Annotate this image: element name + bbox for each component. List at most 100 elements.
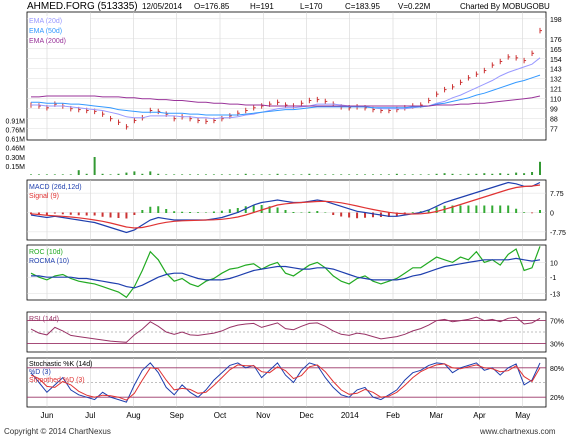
x-tick-label: Nov bbox=[256, 411, 270, 420]
signal-line bbox=[30, 184, 541, 229]
volume-bar bbox=[69, 174, 72, 175]
roc-panel-frame bbox=[26, 244, 547, 301]
y-tick-label: -7.75 bbox=[550, 230, 566, 237]
volume-bar bbox=[515, 172, 518, 175]
volume-bar bbox=[324, 174, 327, 175]
legend-entry: EMA (200d) bbox=[29, 38, 66, 45]
y-tick-label: 0.76M bbox=[6, 127, 26, 134]
volume-bar bbox=[45, 174, 48, 175]
y-tick-label: 165 bbox=[550, 47, 562, 54]
legend-entry: ROCMA (10) bbox=[29, 258, 69, 265]
macd-histogram-bar bbox=[499, 205, 502, 213]
volume-bar bbox=[149, 171, 152, 175]
y-tick-label: 0.30M bbox=[6, 155, 26, 162]
macd-line bbox=[30, 181, 541, 234]
ema-200-line bbox=[31, 95, 541, 107]
y-tick-label: -1 bbox=[550, 275, 556, 282]
volume-bar bbox=[125, 172, 128, 175]
volume-bar bbox=[284, 174, 287, 175]
macd-histogram-bar bbox=[300, 212, 303, 213]
y-tick-label: 143 bbox=[550, 67, 562, 74]
macd-histogram-bar bbox=[411, 212, 414, 213]
brand-label: Charted By MOBUGOBU bbox=[460, 2, 550, 11]
macd-histogram-bar bbox=[451, 205, 454, 213]
url-label: www.chartnexus.com bbox=[479, 427, 556, 436]
header-date: 12/05/2014 bbox=[142, 2, 183, 11]
volume-bar bbox=[467, 173, 470, 175]
macd-histogram-bar bbox=[308, 211, 311, 213]
volume-bar bbox=[157, 173, 160, 175]
x-tick-label: 2014 bbox=[341, 411, 359, 420]
macd-histogram-bar bbox=[427, 209, 430, 213]
volume-bar bbox=[507, 173, 510, 175]
y-tick-label: 7.75 bbox=[550, 191, 564, 198]
volume-bar bbox=[403, 174, 406, 175]
ema-20-line bbox=[31, 57, 541, 120]
ema-50-line bbox=[31, 74, 541, 116]
macd-histogram-bar bbox=[101, 212, 104, 217]
y-tick-label: 154 bbox=[550, 57, 562, 64]
y-tick-label: 0 bbox=[550, 211, 554, 218]
volume-bar bbox=[133, 171, 136, 175]
volume-bar bbox=[531, 172, 534, 175]
x-tick-label: Aug bbox=[126, 411, 140, 420]
volume-bar bbox=[220, 174, 223, 175]
y-tick-label: 99 bbox=[550, 107, 558, 114]
volume-bar bbox=[308, 173, 311, 175]
volume-bar bbox=[364, 174, 367, 175]
legend-entry: Signal (9) bbox=[29, 193, 59, 200]
macd-histogram-bar bbox=[45, 212, 48, 216]
roc-line bbox=[30, 246, 541, 299]
macd-histogram-bar bbox=[276, 207, 279, 213]
volume-bar bbox=[212, 174, 215, 175]
macd-histogram-bar bbox=[228, 209, 231, 213]
legend-entry: EMA (50d) bbox=[29, 28, 62, 35]
macd-histogram-bar bbox=[141, 210, 144, 213]
legend-entry: MACD (26d,12d) bbox=[29, 184, 82, 191]
macd-histogram-bar bbox=[292, 212, 295, 213]
volume-bar bbox=[332, 174, 335, 175]
volume-bar bbox=[61, 174, 64, 175]
legend-background bbox=[28, 16, 90, 25]
volume-bar bbox=[475, 173, 478, 175]
legend-entry: %D (3) bbox=[29, 369, 51, 376]
y-tick-label: 110 bbox=[550, 97, 561, 104]
legend-entry: RSI (14d) bbox=[29, 316, 59, 323]
macd-histogram-bar bbox=[531, 212, 534, 214]
x-tick-label: Dec bbox=[299, 411, 313, 420]
macd-histogram-bar bbox=[236, 208, 239, 213]
rocma-line bbox=[31, 257, 541, 289]
macd-histogram-bar bbox=[93, 212, 96, 216]
macd-histogram-bar bbox=[475, 205, 478, 213]
macd-panel-frame bbox=[26, 179, 547, 241]
y-tick-label: 70% bbox=[550, 319, 564, 326]
x-tick-label: Apr bbox=[473, 411, 486, 420]
symbol-title: AHMED.FORG (513335) bbox=[27, 1, 138, 12]
header-close: C=183.95 bbox=[345, 2, 380, 11]
volume-bar bbox=[30, 174, 32, 175]
volume-bar bbox=[316, 174, 319, 175]
x-tick-label: May bbox=[515, 411, 530, 420]
volume-bar bbox=[419, 174, 422, 175]
volume-bar bbox=[228, 174, 231, 175]
x-tick-label: Feb bbox=[386, 411, 400, 420]
macd-histogram-bar bbox=[268, 206, 271, 213]
macd-histogram-bar bbox=[340, 212, 343, 217]
volume-bar bbox=[260, 174, 263, 175]
macd-histogram-bar bbox=[316, 211, 319, 213]
macd-histogram-bar bbox=[204, 212, 207, 213]
y-tick-label: 0.46M bbox=[6, 145, 26, 152]
macd-histogram-bar bbox=[371, 212, 374, 218]
volume-bar bbox=[252, 174, 255, 175]
y-tick-label: 176 bbox=[550, 37, 562, 44]
macd-histogram-bar bbox=[173, 211, 176, 213]
macd-histogram-bar bbox=[260, 205, 263, 213]
volume-bar bbox=[189, 174, 192, 175]
x-tick-label: Sep bbox=[170, 411, 185, 420]
volume-bar bbox=[443, 173, 446, 175]
volume-bar bbox=[379, 174, 382, 175]
macd-histogram-bar bbox=[109, 212, 112, 218]
y-tick-label: 77 bbox=[550, 127, 558, 134]
y-tick-label: 0.61M bbox=[6, 136, 26, 143]
